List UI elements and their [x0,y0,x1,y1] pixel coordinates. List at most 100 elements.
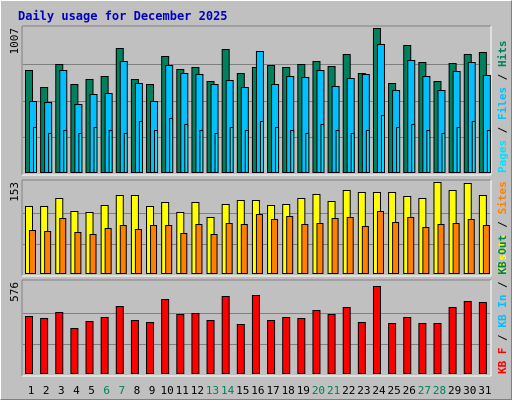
bar-sites-day-10 [165,225,173,274]
bar-sites-day-25 [392,222,400,274]
day-label-25: 25 [387,384,400,397]
bar-pages-day-13 [214,133,219,173]
bar-pages-day-10 [169,118,174,173]
bar-kb-f-day-1 [25,316,33,374]
bar-kb-f-day-24 [372,286,381,374]
bar-kb-f-day-4 [70,328,79,374]
day-label-12: 12 [191,384,204,397]
bar-kb-f-day-27 [418,323,427,374]
bar-pages-day-19 [305,133,310,173]
bar-kb-f-day-12 [191,313,200,374]
bar-pages-day-25 [396,127,401,173]
day-label-16: 16 [251,384,264,397]
bar-kb-f-day-22 [342,307,351,374]
day-label-28: 28 [433,384,446,397]
bar-kb-f-day-26 [403,317,412,374]
legend-files: Files [496,87,509,120]
bar-sites-day-9 [150,225,158,274]
bar-pages-day-23 [365,130,370,173]
kbytes-max-label: 576 [8,282,21,302]
day-label-11: 11 [176,384,189,397]
bar-pages-day-2 [48,133,53,173]
bar-kb-f-day-9 [146,322,155,374]
bar-sites-day-24 [376,211,384,274]
day-label-21: 21 [327,384,340,397]
bar-sites-day-14 [225,223,233,274]
bar-kb-f-day-5 [85,321,94,374]
bar-pages-day-11 [184,124,189,173]
bar-pages-day-29 [456,127,461,173]
bar-sites-day-26 [407,217,415,274]
day-label-5: 5 [88,384,95,397]
day-label-24: 24 [372,384,386,397]
bar-kb-f-day-2 [40,318,49,374]
bar-sites-day-15 [240,224,248,274]
day-label-31: 31 [478,384,491,397]
day-label-18: 18 [282,384,295,397]
legend-separator: / [496,120,509,140]
bar-pages-day-6 [108,130,113,173]
kbytes-legend: KB F / KB In / KB Out [496,235,509,374]
bar-kb-f-day-20 [312,310,321,374]
day-label-22: 22 [342,384,355,397]
legend-kb-out: KB Out [496,235,509,275]
legend-visits: Visits [496,234,509,274]
bar-sites-day-13 [210,234,218,274]
bar-sites-day-11 [180,233,188,274]
day-label-2: 2 [43,384,50,397]
legend-kb-f: KB F [496,348,509,375]
bar-kb-f-day-28 [433,323,442,374]
bar-kb-f-day-7 [115,306,124,374]
legend-separator: / [496,67,509,87]
legend-separator: / [496,328,509,348]
day-label-8: 8 [134,384,141,397]
bar-kb-f-day-11 [176,314,185,374]
bar-sites-day-22 [346,217,354,274]
bar-sites-day-30 [467,219,475,274]
bar-sites-day-12 [195,224,203,274]
bar-kb-f-day-14 [221,296,230,374]
bar-kb-f-day-19 [297,318,306,374]
bar-kb-f-day-8 [130,320,139,374]
day-label-23: 23 [357,384,370,397]
bar-pages-day-16 [259,121,264,173]
bar-sites-day-28 [437,224,445,274]
requests-panel: 1007 Pages / Files / Hits [8,25,509,176]
bar-sites-day-23 [361,226,369,274]
bar-pages-day-14 [229,127,234,173]
bar-sites-day-31 [482,225,490,274]
day-label-15: 15 [236,384,249,397]
bar-kb-f-day-13 [206,320,215,374]
bar-pages-day-3 [63,130,68,173]
legend-sites: Sites [496,181,509,214]
bar-pages-day-24 [380,115,385,173]
bar-kb-f-day-10 [161,299,170,374]
bar-pages-day-15 [244,130,249,173]
day-label-7: 7 [118,384,125,397]
bar-pages-day-31 [486,130,491,173]
day-label-1: 1 [28,384,35,397]
day-label-13: 13 [206,384,219,397]
bar-kb-f-day-31 [478,302,487,374]
bar-kb-f-day-15 [236,324,245,374]
day-label-26: 26 [403,384,416,397]
bar-pages-day-30 [471,121,476,173]
day-label-29: 29 [448,384,461,397]
bar-sites-day-6 [104,228,112,274]
day-label-4: 4 [73,384,80,397]
bar-pages-day-4 [78,133,83,173]
bar-sites-day-3 [59,218,67,274]
bar-kb-f-day-29 [448,307,457,374]
bar-sites-day-29 [452,223,460,274]
kbytes-panel: 576 KB F / KB In / KB Out [8,235,509,377]
visits-panel: 153 Visits / Sites [8,179,509,277]
bar-pages-day-7 [123,133,128,173]
visits-max-label: 153 [8,182,21,202]
bar-pages-day-28 [441,133,446,173]
day-label-20: 20 [312,384,325,397]
day-label-17: 17 [266,384,279,397]
x-axis-day-labels: 1 2 3 4 5 6 7 8 9 10 11 12 13 14 15 16 17 18 19 20 21 22 23 24 2… [28,384,492,397]
bar-kb-f-day-17 [267,320,276,374]
bar-sites-day-20 [316,223,324,274]
